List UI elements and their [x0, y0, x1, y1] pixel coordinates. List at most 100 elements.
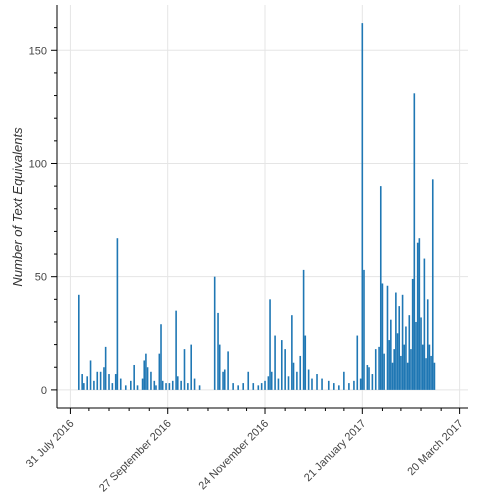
y-tick-label: 50	[35, 272, 47, 284]
bar	[218, 344, 221, 390]
x-tick-label: 21 January 2017	[302, 418, 368, 484]
bar	[99, 371, 102, 390]
bar	[280, 340, 283, 390]
bar	[119, 378, 122, 390]
bar	[302, 269, 305, 390]
grid-lines	[57, 5, 468, 408]
bar	[400, 355, 402, 390]
bar	[176, 376, 179, 390]
y-tick-label: 150	[29, 45, 47, 57]
bar	[311, 378, 313, 390]
bar	[321, 378, 323, 390]
bar	[108, 374, 110, 390]
bar	[264, 380, 266, 390]
bar	[155, 385, 157, 390]
bar	[371, 374, 374, 390]
bar	[284, 349, 286, 390]
bar	[78, 294, 80, 390]
bar	[396, 333, 399, 390]
bar	[130, 380, 132, 390]
bar	[160, 324, 162, 390]
x-tick-label: 31 July 2016	[24, 418, 77, 471]
bar	[386, 285, 389, 390]
x-tick-label: 20 March 2017	[405, 418, 465, 478]
bar	[398, 306, 401, 390]
bar	[378, 346, 380, 390]
y-tick-label: 100	[29, 158, 47, 170]
bar	[165, 383, 167, 390]
bar	[103, 367, 105, 390]
bar	[363, 269, 365, 390]
bar	[257, 385, 260, 390]
bar	[403, 344, 406, 390]
bar	[343, 371, 345, 390]
bar	[423, 258, 426, 390]
bar	[124, 385, 127, 390]
bar	[190, 344, 192, 390]
bar	[413, 93, 416, 390]
bar	[359, 378, 362, 390]
bar	[171, 380, 174, 390]
bar	[408, 315, 411, 390]
bar	[395, 292, 397, 390]
bar	[217, 312, 219, 390]
x-tick-label: 24 November 2016	[196, 418, 271, 493]
bar	[381, 283, 384, 390]
bar	[222, 371, 224, 390]
bar	[143, 360, 146, 390]
bar	[83, 383, 85, 390]
bar	[267, 376, 270, 390]
bar	[116, 238, 119, 390]
bar	[420, 317, 422, 390]
bar	[368, 367, 370, 390]
bar	[260, 383, 263, 390]
bar	[291, 315, 293, 390]
bar	[426, 299, 429, 390]
bar	[146, 367, 149, 390]
bar-series	[78, 23, 436, 390]
x-tick-label: 27 September 2016	[97, 418, 174, 495]
bar	[86, 376, 88, 390]
bar	[338, 385, 340, 390]
bar	[242, 383, 245, 390]
bar	[416, 242, 419, 390]
bar	[406, 362, 409, 390]
bar	[348, 383, 350, 390]
bar	[374, 349, 377, 390]
bar	[161, 380, 164, 390]
bar	[180, 380, 182, 390]
bar	[145, 353, 147, 390]
bar	[379, 186, 382, 390]
axes: 0 50 100 150 31 July 2016 27 September 2016 24…	[24, 5, 468, 494]
bar	[410, 349, 412, 390]
bar	[93, 380, 95, 390]
bar	[183, 349, 186, 390]
bar	[141, 378, 144, 390]
bar	[150, 371, 152, 390]
bar	[81, 374, 83, 390]
bar	[111, 383, 114, 390]
bar	[299, 355, 302, 390]
bar	[401, 294, 404, 390]
bar	[353, 380, 355, 390]
bar	[307, 369, 310, 390]
bar	[425, 358, 427, 390]
y-tick-label: 0	[41, 385, 47, 397]
bar	[269, 299, 271, 390]
bar	[252, 383, 255, 390]
bar	[114, 374, 117, 390]
bar	[274, 335, 276, 390]
bar	[213, 276, 216, 390]
bar	[292, 362, 295, 390]
y-axis-label: Number of Text Equivalents	[10, 127, 25, 287]
bar	[391, 362, 394, 390]
bar	[366, 364, 369, 390]
bar	[428, 344, 431, 390]
bar	[153, 380, 156, 390]
bar	[431, 179, 434, 390]
bar	[333, 383, 335, 390]
bar	[232, 383, 234, 390]
bar	[168, 383, 171, 390]
bar	[356, 335, 359, 390]
